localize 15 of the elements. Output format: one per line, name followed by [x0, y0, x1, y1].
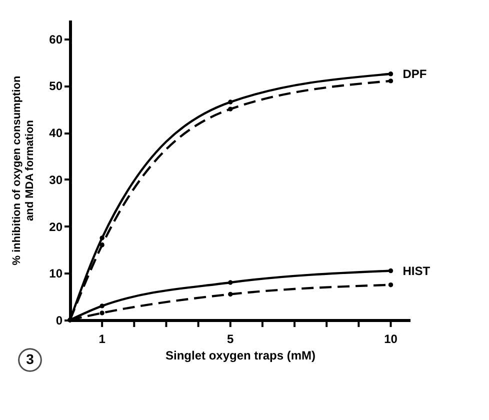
y-tick-label: 50	[49, 79, 63, 94]
annotation: DPF	[402, 66, 427, 81]
x-tick-label: 10	[384, 332, 398, 346]
annotation: HIST	[402, 264, 431, 278]
x-axis-title: Singlet oxygen traps (mM)	[165, 348, 316, 362]
y-tick-label: 10	[49, 266, 63, 281]
x-tick-label: 1	[98, 332, 106, 346]
y-tick-label: 30	[49, 172, 63, 187]
y-tick-label: 0	[56, 314, 63, 328]
x-tick-label: 5	[227, 332, 234, 346]
y-tick-label: 40	[49, 126, 63, 140]
y-tick-label: 20	[49, 220, 63, 234]
y-axis-title: % inhibition of oxygen consumption and MDA formation	[11, 76, 36, 266]
y-tick-label: 60	[49, 32, 63, 46]
text: 3	[26, 351, 34, 367]
